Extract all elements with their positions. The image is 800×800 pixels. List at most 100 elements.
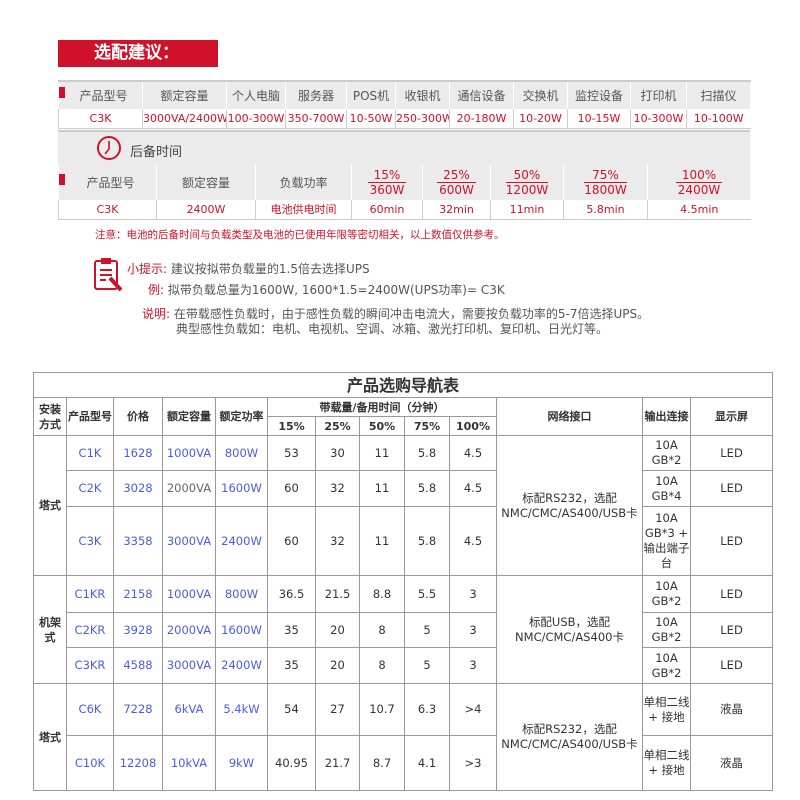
backup-time-cell: 5.8 xyxy=(404,435,450,471)
network-cell: 标配RS232，选配NMC/CMC/AS400/USB卡 xyxy=(496,683,643,791)
display-cell: LED xyxy=(689,612,774,648)
column-header: 扫描仪 xyxy=(686,81,751,109)
backup-time-cell: 30 xyxy=(315,435,360,471)
table-row: C3KR 4588 3000VA 2400W 35 20 8 5 3 10A GB*2 LED xyxy=(34,647,774,684)
table-cell: 4.5min xyxy=(647,200,751,219)
table-cell: 20-180W xyxy=(449,109,514,128)
column-header: 价格 xyxy=(113,397,163,436)
load-watts: 360W xyxy=(369,183,405,197)
output-cell: 单相二线 + 接地 xyxy=(642,735,691,791)
output-cell: 10A GB*2 xyxy=(642,435,691,471)
capacity-cell: 1000VA xyxy=(162,575,216,613)
backup-time-cell: 8 xyxy=(359,612,405,648)
column-header: 50% xyxy=(359,416,405,436)
column-header: 15% xyxy=(267,416,316,436)
table-cell: 60min xyxy=(351,200,423,219)
backup-time-cell: 60 xyxy=(267,470,316,507)
load-header: 75% 1800W xyxy=(563,165,648,200)
backup-time-cell: 40.95 xyxy=(267,735,316,791)
column-header: 负载功率 xyxy=(255,165,352,200)
clipboard-pen-icon xyxy=(94,258,123,292)
product-guide-table: 产品选购导航表 安装方式 产品型号 价格 额定容量 额定功率 带载量/备用时间（分钟） 网络接… xyxy=(32,372,774,791)
backup-time-cell: 36.5 xyxy=(267,575,316,613)
table-row: 塔式 C6K 7228 6kVA 5.4kW 54 27 10.7 6.3 >4 标配RS232，选… xyxy=(33,683,774,791)
load-percent: 25% xyxy=(437,168,476,183)
column-header: 额定功率 xyxy=(215,397,268,436)
table-cell: 11min xyxy=(490,200,564,219)
capacity-cell: 2000VA xyxy=(162,612,216,648)
capacity-cell: 3000VA xyxy=(162,506,216,576)
backup-time-cell: 27 xyxy=(315,683,360,736)
power-cell: 5.4kW xyxy=(215,683,268,736)
load-header: 25% 600W xyxy=(422,165,491,200)
price-cell: 3358 xyxy=(113,506,163,576)
output-cell: 单相二线 + 接地 xyxy=(642,683,691,736)
power-cell: 1600W xyxy=(215,470,268,507)
network-cell: 标配USB，选配NMC/CMC/AS400卡 xyxy=(496,575,643,684)
install-type: 塔式 xyxy=(33,435,67,576)
table-cell: 5.8min xyxy=(563,200,648,219)
column-header: 监控设备 xyxy=(567,81,631,109)
column-header: 安装方式 xyxy=(33,397,67,436)
display-cell: LED xyxy=(689,435,774,471)
table-cell: 350-700W xyxy=(285,109,347,128)
table-row: 机架式 C1KR 2158 1000VA 800W 36.5 21.5 8.8 5.5 3 标配US… xyxy=(33,575,774,684)
price-cell: 3028 xyxy=(113,470,163,507)
load-percent: 100% xyxy=(675,168,723,183)
load-watts: 1800W xyxy=(584,183,627,197)
table-cell: 32min xyxy=(422,200,491,219)
display-cell: LED xyxy=(689,506,774,576)
column-header: 额定容量 xyxy=(162,397,216,436)
table-cell: C3K xyxy=(58,109,143,128)
power-cell: 2400W xyxy=(215,647,268,684)
table-cell: C3K xyxy=(58,200,157,219)
column-header: 服务器 xyxy=(285,81,347,109)
price-cell: 2158 xyxy=(113,575,163,613)
model-cell: C2K xyxy=(66,470,114,507)
backup-time-cell: 21.5 xyxy=(315,575,360,613)
capacity-cell: 6kVA xyxy=(162,683,216,736)
column-header: 网络接口 xyxy=(496,397,643,436)
load-watts: 600W xyxy=(439,183,474,197)
load-header: 50% 1200W xyxy=(490,165,564,200)
table-row: C3K 3358 3000VA 2400W 60 32 11 5.8 4.5 10A GB*3 +… xyxy=(34,506,774,576)
column-header: 带载量/备用时间（分钟） xyxy=(267,397,497,417)
display-cell: LED xyxy=(689,647,774,684)
backup-time-cell: 5 xyxy=(404,647,450,684)
backup-time-cell: 6.3 xyxy=(404,683,450,736)
capacity-cell: 2000VA xyxy=(162,470,216,507)
load-percent: 15% xyxy=(367,168,407,183)
power-cell: 800W xyxy=(215,575,268,613)
output-cell: 10A GB*4 xyxy=(642,470,691,507)
column-header: 产品型号 xyxy=(66,397,114,436)
price-cell: 7228 xyxy=(113,683,163,736)
table-cell: 10-100W xyxy=(686,109,751,128)
backup-time-cell: 53 xyxy=(267,435,316,471)
recommendation-table: 产品型号 额定容量 个人电脑 服务器 POS机 收银机 通信设备 交换机 监控设备 打印机 扫描仪 … xyxy=(58,80,751,129)
display-cell: LED xyxy=(689,575,774,613)
column-header: 25% xyxy=(315,416,360,436)
column-header: 额定容量 xyxy=(156,165,256,200)
capacity-cell: 1000VA xyxy=(162,435,216,471)
column-header: 收银机 xyxy=(395,81,450,109)
backup-time-cell: 8.7 xyxy=(359,735,405,791)
backup-time-cell: 21.7 xyxy=(315,735,360,791)
backup-time-cell: >3 xyxy=(449,735,497,791)
column-header: 输出连接 xyxy=(642,397,691,436)
column-header: 产品型号 xyxy=(58,81,143,109)
column-header: POS机 xyxy=(346,81,396,109)
column-header: 通信设备 xyxy=(449,81,514,109)
backup-time-label: 后备时间 xyxy=(130,145,183,160)
display-cell: LED xyxy=(689,470,774,507)
backup-time-cell: 5 xyxy=(404,612,450,648)
note-text: 注意：电池的后备时间与负载类型及电池的已使用年限等密切相关，以上数值仅供参考。 xyxy=(95,229,505,241)
output-cell: 10A GB*2 xyxy=(642,612,691,648)
network-cell: 标配RS232，选配NMC/CMC/AS400/USB卡 xyxy=(496,435,643,576)
backup-time-cell: 35 xyxy=(267,647,316,684)
column-header: 产品型号 xyxy=(58,165,157,200)
backup-time-cell: 4.1 xyxy=(404,735,450,791)
power-cell: 800W xyxy=(215,435,268,471)
column-header: 100% xyxy=(449,416,497,436)
load-header: 100% 2400W xyxy=(647,165,751,200)
backup-time-cell: 20 xyxy=(315,612,360,648)
